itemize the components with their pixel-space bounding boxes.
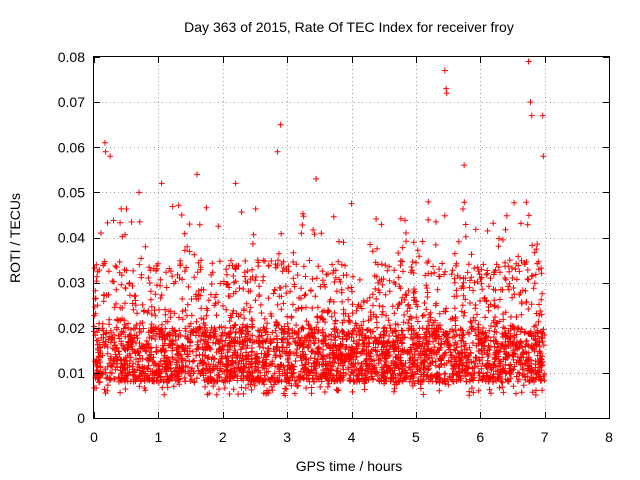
data-point-peak (461, 162, 468, 169)
x-tick-label: 8 (605, 429, 613, 445)
x-tick-label: 3 (283, 429, 291, 445)
data-point-peak (441, 67, 448, 74)
x-tick-label: 2 (219, 429, 227, 445)
data-point-peak (102, 148, 109, 155)
data-point-peak (443, 85, 450, 92)
data-point-peak (527, 99, 534, 106)
data-point-group (95, 247, 530, 396)
x-tick-label: 4 (348, 429, 356, 445)
tick-layer: 0 1 2 3 4 5 6 7 8 0 0.01 0.02 0.03 0.04 0.05 0.06 0.07 0.… (58, 49, 613, 445)
data-point-peak (107, 153, 114, 160)
y-tick-label: 0.01 (58, 365, 85, 381)
data-point-peak (540, 153, 547, 160)
data-point-peak (277, 121, 284, 128)
x-tick-label: 0 (90, 429, 98, 445)
data-point-peak (232, 180, 239, 187)
x-tick-label: 6 (476, 429, 484, 445)
x-tick-label: 7 (541, 429, 549, 445)
data-point-peak (101, 139, 108, 146)
data-point-peak (158, 180, 165, 187)
data-point-group (91, 217, 547, 391)
grid-layer (94, 57, 609, 418)
x-axis-label: GPS time / hours (296, 458, 403, 474)
chart-title: Day 363 of 2015, Rate Of TEC Index for r… (184, 19, 514, 35)
y-tick-label: 0.05 (58, 184, 85, 200)
y-tick-label: 0.03 (58, 275, 85, 291)
data-point-peak (194, 171, 200, 178)
y-tick-label: 0 (77, 410, 85, 426)
data-point-group (93, 248, 548, 394)
data-point-peak (136, 189, 143, 196)
y-axis-label: ROTI / TECUs (7, 193, 23, 283)
data-point-peak (443, 90, 450, 97)
y-tick-label: 0.06 (58, 139, 85, 155)
x-tick-label: 5 (412, 429, 420, 445)
data-point-peak (313, 175, 320, 182)
data-point-group (95, 199, 548, 397)
data-point-group (92, 244, 539, 397)
x-tick-label: 1 (154, 429, 162, 445)
data-point-group (101, 258, 547, 392)
y-tick-label: 0.07 (58, 94, 85, 110)
y-tick-label: 0.04 (58, 230, 85, 246)
data-point-peak (528, 112, 535, 119)
data-point-peak (274, 148, 281, 155)
y-tick-label: 0.02 (58, 320, 85, 336)
y-tick-label: 0.08 (58, 49, 85, 65)
data-points-layer (91, 58, 548, 399)
plot-frame (93, 56, 610, 419)
series-roti (91, 58, 548, 399)
data-point-peak (539, 112, 546, 119)
data-point-peak (525, 58, 532, 65)
